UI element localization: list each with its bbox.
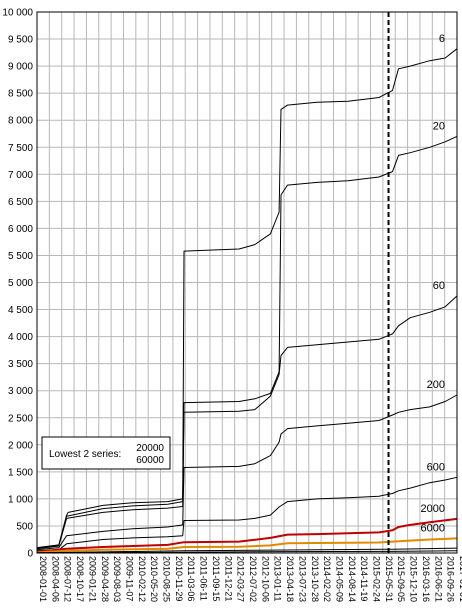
series-line-200 <box>36 394 458 551</box>
y-tick-label: 1 000 <box>8 494 33 505</box>
x-tick-label: 2009-11-07 <box>124 556 134 601</box>
y-tick-label: 5 500 <box>8 251 33 262</box>
y-tick-label: 7 000 <box>8 170 33 181</box>
y-tick-label: 0 <box>27 549 33 560</box>
x-tick-label: 2010-11-29 <box>174 556 184 601</box>
x-tick-label: 2017-01-01 <box>458 556 462 602</box>
x-tick-labels: 2008-01-01 2008-04-06 2008-07-12 2008-10-17… <box>38 556 462 602</box>
series-line-2000 <box>36 517 458 553</box>
x-tick-label: 2012-10-06 <box>260 556 270 602</box>
x-tick-label: 2016-09-26 <box>446 556 456 602</box>
series-label-6000: 6000 <box>421 522 445 534</box>
y-tick-label: 8 500 <box>8 89 33 100</box>
series-label-20: 20 <box>433 120 445 132</box>
series-label-600: 600 <box>427 461 445 473</box>
x-tick-label: 2013-01-11 <box>273 556 283 601</box>
x-tick-label: 2015-02-24 <box>372 556 382 602</box>
series-label-2000: 2000 <box>421 503 445 515</box>
x-tick-label: 2011-09-15 <box>211 556 221 601</box>
series-labels: 6 20 60 200 600 2000 6000 <box>421 33 445 535</box>
x-tick-label: 2014-08-14 <box>347 556 357 602</box>
y-tick-label: 4 000 <box>8 332 33 343</box>
plot-frame <box>36 11 458 554</box>
series-line-20000 <box>36 547 457 554</box>
series-line-60 <box>36 295 458 550</box>
x-tick-label: 2012-03-27 <box>236 556 246 602</box>
x-tick-label: 2008-07-12 <box>63 556 73 602</box>
y-tick-label: 10 000 <box>2 8 33 19</box>
y-tick-label: 500 <box>16 521 33 532</box>
series-line-600 <box>36 476 458 552</box>
series-line-6000 <box>36 537 457 554</box>
legend-note-value-2: 60000 <box>136 455 164 466</box>
y-tick-label: 1 500 <box>8 467 33 478</box>
y-tick-label: 2 000 <box>8 440 33 451</box>
x-tick-label: 2014-11-19 <box>359 556 369 601</box>
y-tick-label: 9 500 <box>8 35 33 46</box>
x-tick-label: 2009-08-03 <box>112 556 122 602</box>
y-tick-label: 5 000 <box>8 278 33 289</box>
x-tick-label: 2016-03-16 <box>421 556 431 602</box>
x-tick-label: 2010-08-25 <box>162 556 172 602</box>
grid <box>36 11 458 554</box>
x-tick-label: 2008-04-06 <box>50 556 60 602</box>
y-tick-label: 3 000 <box>8 386 33 397</box>
x-tick-label: 2014-02-02 <box>322 556 332 602</box>
y-tick-label: 9 000 <box>8 62 33 73</box>
x-tick-label: 2008-01-01 <box>38 556 48 602</box>
legend-note-box <box>41 436 171 470</box>
y-tick-label: 4 500 <box>8 305 33 316</box>
x-tick-label: 2011-03-06 <box>186 556 196 601</box>
x-tick-label: 2012-07-02 <box>248 556 258 602</box>
y-tick-label: 8 000 <box>8 116 33 127</box>
x-tick-label: 2013-04-18 <box>285 556 295 602</box>
legend-note-text: Lowest 2 series: <box>49 449 121 460</box>
x-tick-label: 2008-10-17 <box>75 556 85 602</box>
x-tick-label: 2015-05-31 <box>384 556 394 602</box>
x-tick-label: 2009-01-21 <box>87 556 97 602</box>
x-tick-label: 2011-12-21 <box>223 556 233 601</box>
y-tick-label: 7 500 <box>8 143 33 154</box>
legend-note: Lowest 2 series: 20000 60000 <box>41 436 171 470</box>
y-tick-labels: 0 500 1 000 1 500 2 000 2 500 3 000 3 500 4 000 4… <box>2 8 33 560</box>
y-tick-label: 6 500 <box>8 197 33 208</box>
y-tick-label: 3 500 <box>8 359 33 370</box>
y-tick-label: 6 000 <box>8 224 33 235</box>
x-tick-label: 2015-09-05 <box>396 556 406 602</box>
x-tick-label: 2015-12-10 <box>409 556 419 602</box>
x-tick-label: 2009-04-28 <box>100 556 110 602</box>
x-tick-label: 2014-05-09 <box>334 556 344 602</box>
x-tick-label: 2011-06-11 <box>199 556 209 601</box>
y-tick-label: 2 500 <box>8 413 33 424</box>
series-label-60: 60 <box>433 280 445 292</box>
series-label-200: 200 <box>427 379 445 391</box>
x-tick-label: 2010-02-12 <box>137 556 147 602</box>
legend-note-value-1: 20000 <box>136 443 164 454</box>
x-tick-label: 2016-06-21 <box>433 556 443 602</box>
series-label-6: 6 <box>439 33 445 45</box>
x-tick-label: 2013-07-23 <box>297 556 307 602</box>
x-tick-label: 2013-10-28 <box>310 556 320 602</box>
x-tick-label: 2010-05-20 <box>149 556 159 602</box>
series-line-6 <box>36 48 458 549</box>
